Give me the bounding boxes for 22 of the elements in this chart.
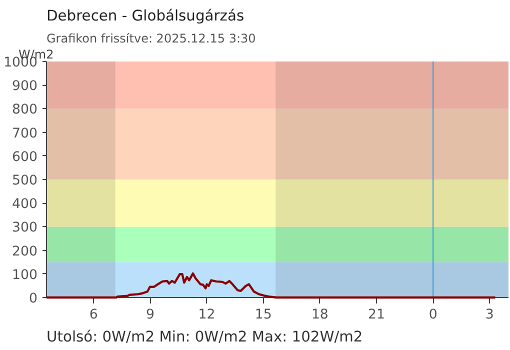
y-tick-label: 300 <box>12 220 38 236</box>
y-tick-label: 700 <box>12 126 38 142</box>
x-tick-label: 0 <box>428 308 438 322</box>
y-tick-label: 200 <box>12 244 38 260</box>
y-tick-label: 800 <box>12 102 38 118</box>
x-tick-label: 21 <box>368 308 385 322</box>
y-tick-label: 0 <box>29 292 38 306</box>
y-tick-label: 900 <box>12 79 38 94</box>
x-tick-label: 15 <box>254 308 272 322</box>
y-tick-label: 100 <box>12 268 38 283</box>
x-tick-label: 6 <box>89 308 98 322</box>
chart-subtitle: Grafikon frissítve: 2025.12.15 3:30 <box>46 32 256 46</box>
y-tick-label: 600 <box>12 150 38 165</box>
y-tick-label: 500 <box>12 174 38 188</box>
x-tick-label: 3 <box>485 308 494 322</box>
y-tick-label: 400 <box>12 197 38 212</box>
chart-title: Debrecen - Globálsugárzás <box>46 8 244 24</box>
line-series <box>45 272 496 299</box>
x-tick-label: 12 <box>198 308 216 322</box>
x-tick-label: 9 <box>146 308 154 322</box>
x-tick-label: 18 <box>311 308 328 322</box>
text: Utolsó: 0W/m2 Min: 0W/m2 Max: 102W/m2 <box>46 328 363 346</box>
